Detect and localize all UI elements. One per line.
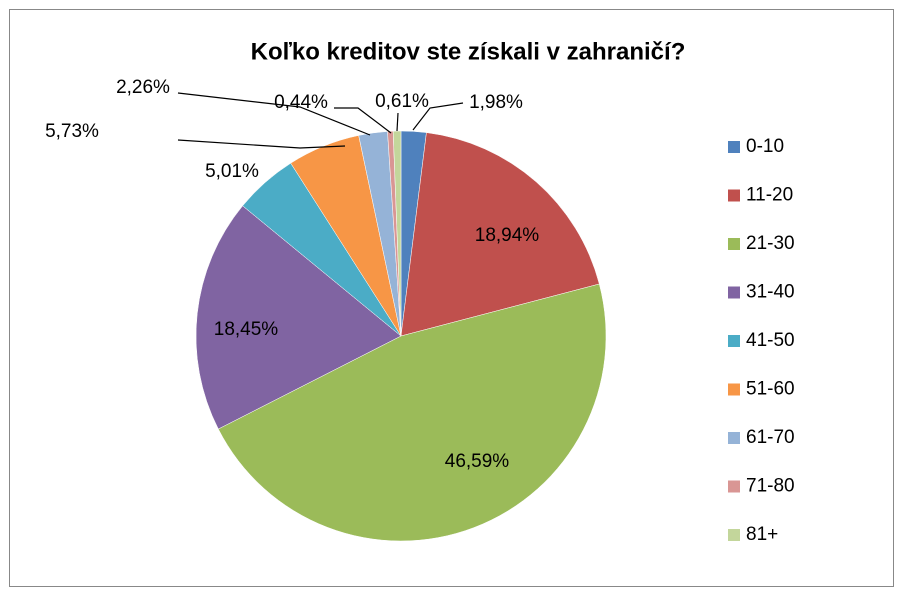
legend-label: 41-50 — [746, 330, 795, 351]
legend-label: 21-30 — [746, 233, 795, 254]
leader-line — [412, 102, 464, 131]
data-label: 0,61% — [375, 91, 429, 112]
data-label: 0,44% — [274, 92, 328, 113]
legend-swatch — [728, 238, 740, 250]
legend-swatch — [728, 189, 740, 202]
data-label: 18,45% — [214, 319, 279, 340]
data-label: 5,73% — [45, 121, 99, 142]
legend-swatch — [728, 335, 740, 347]
pie-slice — [400, 132, 600, 337]
legend-label: 31-40 — [746, 282, 795, 303]
data-label: 5,01% — [205, 161, 259, 182]
leader-line — [334, 107, 392, 134]
pie-slice — [217, 283, 607, 542]
legend-swatch — [728, 286, 740, 299]
legend-label: 11-20 — [746, 185, 793, 206]
legend-label: 51-60 — [746, 379, 795, 400]
legend-swatch — [728, 432, 740, 444]
data-label: 18,94% — [475, 225, 540, 246]
legend-label: 81+ — [746, 524, 778, 545]
chart-title: Koľko kreditov ste získali v zahraničí? — [251, 38, 686, 65]
legend-swatch — [728, 480, 740, 493]
legend-swatch — [728, 141, 740, 153]
data-label: 46,59% — [445, 451, 510, 472]
legend-swatch — [728, 383, 740, 396]
leader-line — [396, 112, 399, 132]
data-label: 1,98% — [469, 92, 523, 113]
legend-label: 71-80 — [746, 476, 795, 497]
data-label: 2,26% — [116, 77, 170, 98]
legend-label: 61-70 — [746, 427, 795, 448]
leader-line — [177, 139, 346, 149]
leader-line — [177, 92, 371, 136]
pie-slice — [195, 205, 402, 430]
legend-swatch — [728, 529, 740, 541]
legend-label: 0-10 — [746, 136, 784, 157]
pie-slice — [392, 130, 402, 337]
